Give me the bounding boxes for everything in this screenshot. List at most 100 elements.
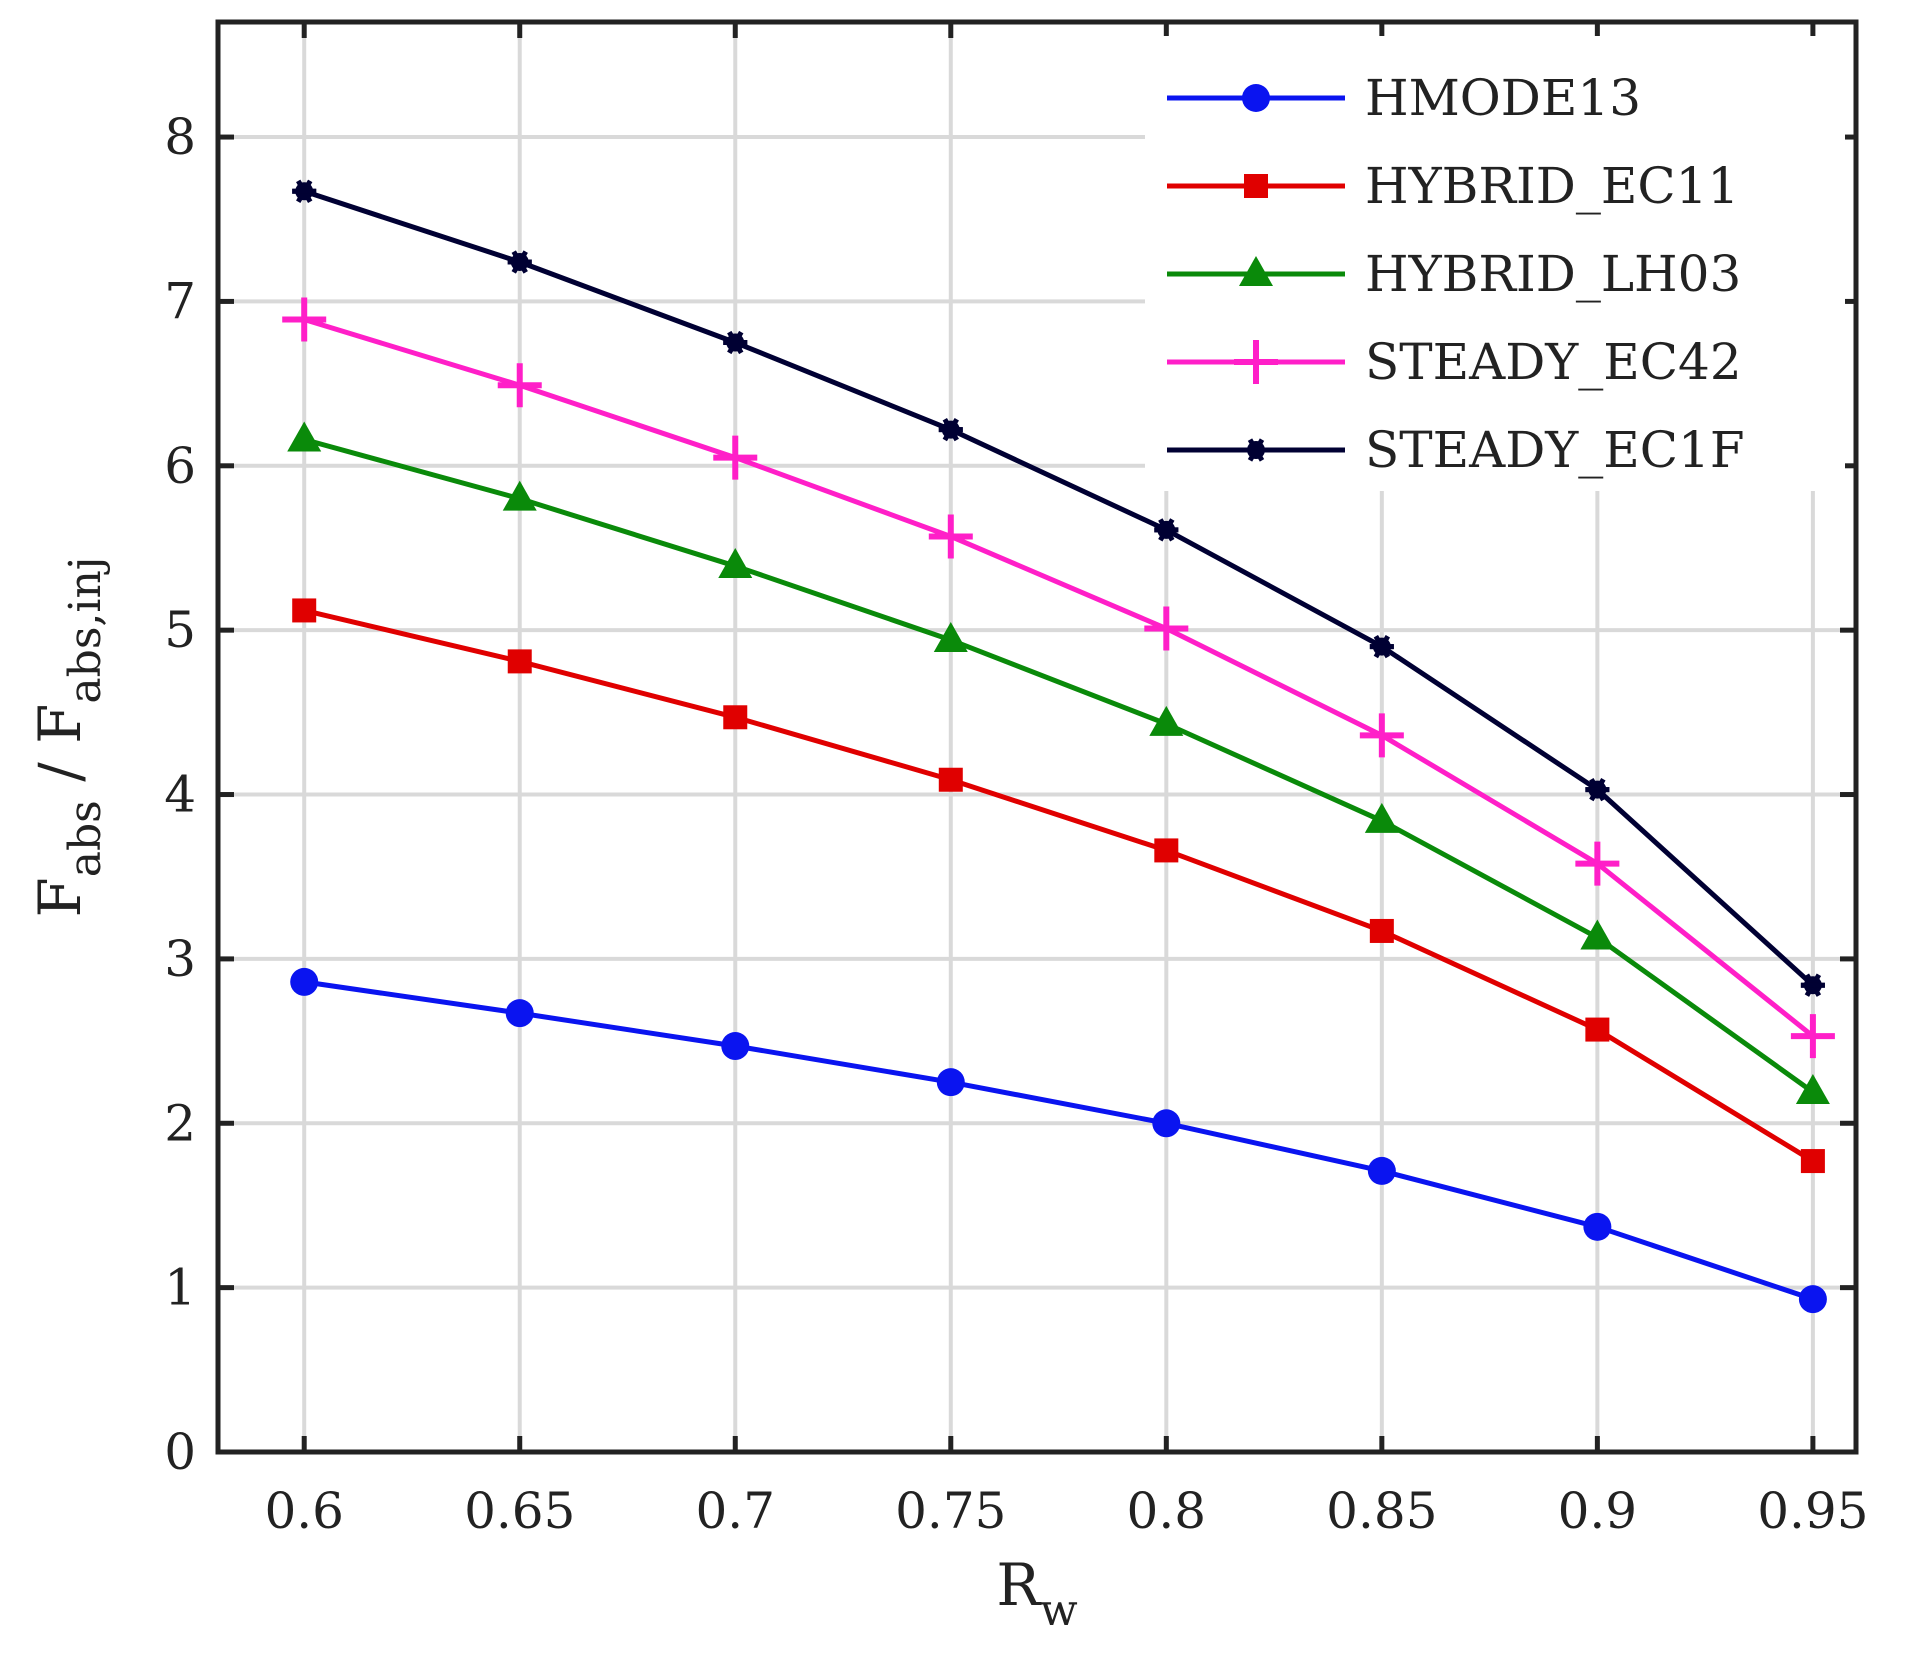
data-point-hmode13 [505,999,534,1028]
data-point-hybrid-lh03 [502,480,537,511]
data-point-hybrid-lh03 [1795,1074,1830,1105]
data-point-hybrid-ec11 [723,705,748,730]
data-point-hybrid-lh03-shape [1364,802,1399,833]
y-axis-label-sep: / [26,744,94,800]
x-tick-label: 0.9 [1558,1482,1638,1540]
series-steady-ec1f [292,179,1825,997]
data-point-steady-ec42 [1144,606,1189,651]
legend-marker-hmode13-shape [1242,84,1270,112]
plot-frame [215,19,1859,1455]
legend-label-hmode13: HMODE13 [1365,69,1641,127]
data-point-hybrid-lh03-shape [933,622,968,653]
y-tick-label: 3 [164,930,196,988]
y-axis-label-sub2: abs,inj [60,557,111,704]
data-point-steady-ec42 [1359,713,1404,758]
series-line-steady-ec42 [303,317,1815,1039]
legend-marker-hmode13 [1242,84,1270,112]
data-point-hmode13-shape [1798,1285,1827,1314]
series-line-hybrid-ec11 [303,608,1815,1164]
y-axis-label: Fabs / Fabs,inj [26,557,111,918]
data-point-steady-ec1f [1800,973,1825,997]
y-axis-label-f2: F [26,704,94,744]
tick-labels: 0.6 0.65 0.7 0.75 0.8 0.85 0.9 0.95 0 1 2 3 4 5 6 7 8 [164,108,1868,1540]
legend-marker-hybrid-lh03-shape [1239,256,1273,286]
data-point-hybrid-ec11-shape [1585,1017,1610,1042]
data-point-hybrid-ec11-shape [938,767,963,792]
data-point-hybrid-ec11-shape [507,649,532,674]
legend-item-hybrid-lh03: HYBRID_LH03 [1167,245,1741,303]
legend-item-hmode13: HMODE13 [1167,69,1641,127]
x-tick-label: 0.6 [264,1482,344,1540]
data-point-hybrid-lh03 [718,548,753,579]
data-point-hmode13-shape [1583,1212,1612,1241]
legend: HMODE13 HYBRID_EC11 HYBRID_LH03 STEADY_EC42… [1145,36,1845,491]
y-tick-label: 1 [164,1259,196,1317]
data-point-hybrid-ec11-shape [1800,1149,1825,1174]
legend-marker-steady-ec42 [1234,340,1278,384]
data-point-hybrid-ec11-shape [292,598,317,623]
series-line-hmode13 [303,979,1814,1302]
data-point-hybrid-ec11 [1154,838,1179,863]
x-axis-label-main: R [996,1551,1042,1619]
y-axis-label-sub1: abs [60,800,111,877]
data-point-hmode13 [1583,1212,1612,1241]
data-point-hybrid-lh03-shape [718,548,753,579]
legend-marker-hybrid-lh03 [1239,256,1273,286]
legend-box [1145,36,1845,491]
data-point-hybrid-lh03 [1580,919,1615,950]
data-point-hmode13 [1798,1285,1827,1314]
data-point-hmode13 [1152,1109,1181,1138]
data-point-hybrid-lh03-shape [287,421,322,452]
legend-marker-hybrid-ec11-shape [1244,174,1268,198]
legend-item-hybrid-ec11: HYBRID_EC11 [1167,157,1739,215]
legend-label-steady-ec1f: STEADY_EC1F [1365,421,1745,479]
data-point-hybrid-ec11 [1585,1017,1610,1042]
x-tick-label: 0.65 [464,1482,575,1540]
series-hybrid-ec11 [292,598,1825,1174]
legend-marker-steady-ec1f [1244,438,1268,462]
data-point-hybrid-ec11-shape [1154,838,1179,863]
legend-item-steady-ec1f: STEADY_EC1F [1167,421,1745,479]
series-line-hybrid-lh03 [303,437,1815,1095]
data-point-steady-ec1f [507,250,532,274]
data-point-hybrid-lh03-shape [1580,919,1615,950]
data-point-hybrid-ec11 [1369,918,1394,943]
data-point-hmode13 [721,1032,750,1061]
data-point-hybrid-ec11 [292,598,317,623]
data-point-hmode13-shape [1367,1156,1396,1185]
data-point-steady-ec42 [928,514,973,559]
data-point-hmode13-shape [1152,1109,1181,1138]
data-point-hmode13-shape [721,1032,750,1061]
y-tick-label: 7 [164,272,196,330]
data-point-steady-ec42 [282,297,327,342]
data-point-hmode13 [1367,1156,1396,1185]
data-point-steady-ec1f [723,330,748,355]
data-point-hmode13 [290,967,319,996]
y-tick-label: 4 [164,766,196,824]
data-point-hybrid-lh03 [287,421,322,452]
data-point-hmode13-shape [936,1068,965,1097]
data-point-hybrid-lh03-shape [502,480,537,511]
data-point-hybrid-lh03-shape [1795,1074,1830,1105]
data-point-hybrid-ec11 [938,767,963,792]
data-point-hmode13-shape [290,967,319,996]
series-hybrid-lh03 [287,421,1830,1105]
x-tick-label: 0.8 [1127,1482,1207,1540]
x-axis-label: Rw [996,1551,1078,1636]
data-point-hybrid-lh03 [933,622,968,653]
data-point-hybrid-ec11 [1800,1149,1825,1174]
data-point-steady-ec1f [1154,518,1179,542]
y-tick-label: 0 [164,1423,196,1481]
data-point-steady-ec42 [1575,841,1620,886]
data-point-steady-ec1f [938,417,963,442]
y-tick-label: 6 [164,437,196,495]
legend-label-hybrid-lh03: HYBRID_LH03 [1365,245,1741,303]
data-point-hybrid-lh03 [1149,705,1184,736]
data-point-steady-ec42 [713,435,758,480]
data-point-steady-ec1f [1369,634,1394,659]
data-point-hybrid-ec11-shape [1369,918,1394,943]
x-tick-label: 0.95 [1757,1482,1868,1540]
y-tick-label: 5 [164,601,196,659]
legend-item-steady-ec42: STEADY_EC42 [1167,333,1742,391]
